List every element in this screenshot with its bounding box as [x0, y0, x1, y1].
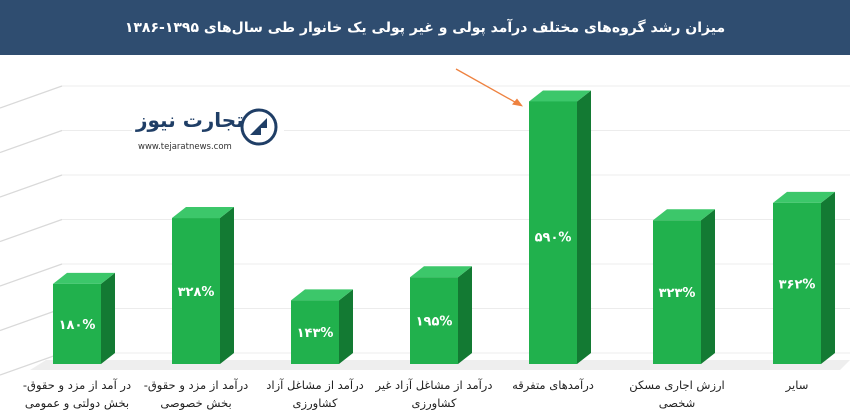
bar-side	[101, 272, 115, 364]
bar: ۱۴۳%	[291, 289, 353, 364]
data-label: ۱۸۰%	[59, 318, 96, 333]
data-label: ۳۲۳%	[659, 286, 696, 301]
highlight-arrow	[455, 68, 523, 107]
gridline-diagonal	[0, 174, 63, 198]
category-label: کشاورزی	[293, 396, 338, 411]
category-label: درآمد از مشاغل آزاد	[266, 378, 364, 393]
bar-side	[339, 289, 353, 364]
category-label: درآمدهای متفرقه	[512, 378, 594, 393]
gridline-diagonal	[0, 307, 63, 332]
bar-front	[291, 300, 339, 364]
category-label: بخش دولتی و عمومی	[25, 396, 129, 411]
data-label: ۱۹۵%	[416, 315, 453, 330]
logo-icon	[240, 108, 278, 146]
title-bar: میزان رشد گروه‌های مختلف درآمد پولی و غی…	[0, 0, 850, 55]
bar-top	[53, 272, 115, 284]
bar: ۵۹۰%	[529, 90, 591, 364]
category-label: درآمد از مزد و حقوق-	[144, 378, 249, 393]
bar-front	[172, 218, 220, 364]
category-label: شخصی	[659, 396, 696, 410]
bar-front	[653, 220, 701, 364]
chart-floor	[30, 360, 850, 370]
bar-side	[220, 207, 234, 364]
logo-name: تجارت نیوز	[136, 108, 244, 132]
bar-side	[821, 191, 835, 364]
category-label: بخش خصوصی	[160, 396, 231, 411]
category-label: درآمد از مشاغل آزاد غیر	[375, 378, 493, 393]
bar-front	[529, 101, 577, 364]
gridline-diagonal	[0, 263, 63, 287]
bar-side	[577, 90, 591, 364]
bar-chart: ۱۸۰% ۳۲۸% ۱۴۳% ۱۹۵% ۵۹۰% ۳۲۳% ۳۶۲% در آمد از م…	[0, 68, 850, 411]
bar-top	[172, 207, 234, 219]
bars: ۱۸۰% ۳۲۸% ۱۴۳% ۱۹۵% ۵۹۰% ۳۲۳% ۳۶۲%	[53, 90, 835, 364]
data-label: ۳۶۲%	[779, 277, 816, 292]
data-label: ۳۲۸%	[178, 285, 215, 300]
gridline-diagonal	[0, 218, 63, 243]
category-label: کشاورزی	[412, 396, 457, 411]
arrow-line	[455, 68, 522, 107]
data-label: ۱۴۳%	[297, 326, 334, 341]
gridline-diagonal	[0, 352, 63, 376]
bar-side	[458, 266, 472, 364]
bar: ۳۲۳%	[653, 209, 715, 364]
bar-front	[53, 283, 101, 364]
category-label: در آمد از مزد و حقوق-	[23, 378, 131, 393]
bar: ۳۲۸%	[172, 207, 234, 364]
gridline-diagonal	[0, 129, 63, 154]
bar-top	[291, 289, 353, 301]
logo-url: www.tejaratnews.com	[138, 142, 232, 152]
bar-top	[653, 209, 715, 221]
logo: تجارت نیوز www.tejaratnews.com	[132, 100, 284, 160]
chart-title: میزان رشد گروه‌های مختلف درآمد پولی و غی…	[124, 19, 726, 36]
bar-side	[701, 209, 715, 364]
bar-top	[410, 266, 472, 278]
data-label: ۵۹۰%	[535, 230, 572, 245]
bar: ۱۹۵%	[410, 266, 472, 364]
category-label: ارزش اجاری مسکن	[629, 378, 725, 393]
bar: ۳۶۲%	[773, 191, 835, 364]
bar-front	[410, 277, 458, 364]
bar-front	[773, 202, 821, 364]
gridline-diagonal	[0, 85, 63, 109]
category-labels: در آمد از مزد و حقوق- بخش دولتی و عمومی در…	[23, 378, 808, 411]
category-label: سایر	[785, 378, 809, 393]
bar-top	[773, 191, 835, 203]
bar-top	[529, 90, 591, 102]
arrow-head	[512, 98, 523, 107]
bar: ۱۸۰%	[53, 272, 115, 364]
